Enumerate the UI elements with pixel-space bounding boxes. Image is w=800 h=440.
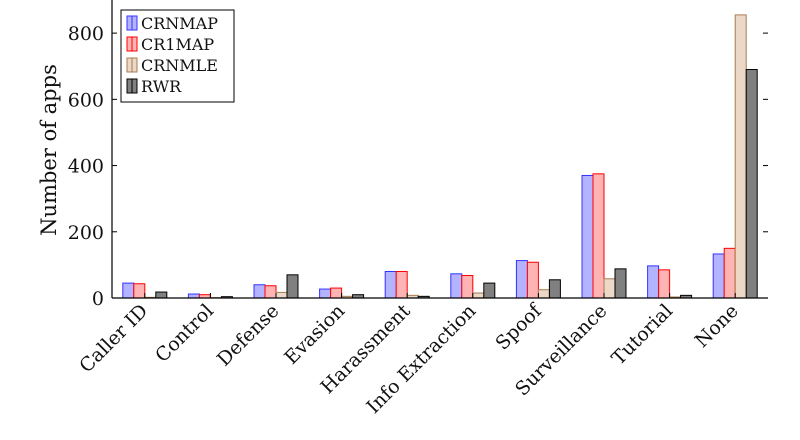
bar-rwr-spoof (548, 279, 561, 299)
y-tick-label: 800 (68, 23, 104, 45)
bar-cr1map-surveillance (592, 173, 605, 299)
bar-crnmle-surveillance (603, 278, 616, 299)
x-tick-label: None (691, 300, 743, 352)
bar-crnmle-info-extraction (472, 292, 485, 299)
bar-rwr-defense (286, 274, 299, 299)
bar-rwr-none (745, 69, 758, 299)
bar-cr1map-harassment (395, 271, 408, 299)
legend-box (120, 9, 235, 103)
legend-label: CRNMLE (141, 56, 218, 75)
y-tick-label: 200 (68, 222, 104, 244)
legend-swatch (126, 36, 133, 52)
x-tick-label: Defense (213, 300, 284, 371)
x-tick-labels: Caller IDControlDefenseEvasionHarassment… (75, 293, 743, 418)
bar-rwr-caller-id (155, 291, 168, 299)
bar-crnmap-evasion (319, 288, 332, 299)
legend-swatch (131, 15, 138, 31)
y-tick-label: 400 (68, 156, 104, 178)
legend-label: RWR (141, 77, 182, 96)
bar-crnmle-spoof (537, 289, 550, 299)
bar-crnmle-defense (275, 291, 288, 299)
legend-swatch (126, 15, 133, 31)
bar-crnmap-harassment (384, 271, 397, 299)
bar-cr1map-defense (264, 285, 277, 299)
bar-crnmap-tutorial (647, 265, 660, 299)
bar-crnmap-info-extraction (450, 273, 463, 299)
bars-layer (122, 14, 758, 299)
bar-crnmap-surveillance (581, 174, 594, 299)
x-tick-label: Evasion (280, 300, 349, 369)
bar-cr1map-spoof (526, 261, 539, 299)
bar-cr1map-evasion (330, 287, 343, 299)
bar-cr1map-caller-id (133, 283, 146, 299)
legend-label: CRNMAP (141, 14, 218, 33)
y-tick-label: 600 (68, 89, 104, 111)
legend-swatch (131, 78, 138, 94)
bar-cr1map-info-extraction (461, 274, 474, 299)
legend-swatch (126, 78, 133, 94)
legend: CRNMAP CR1MAP CRNMLE RWR (120, 9, 235, 103)
bar-cr1map-none (723, 247, 736, 299)
x-tick-label: Spoof (491, 299, 547, 355)
y-ticks: 0 200 400 600 800 (68, 23, 768, 310)
y-tick-label: 0 (92, 288, 104, 310)
bar-cr1map-tutorial (658, 269, 671, 299)
legend-label: CR1MAP (141, 35, 214, 54)
x-tick-label: Tutorial (607, 300, 677, 370)
legend-swatch (131, 36, 138, 52)
legend-swatch (126, 57, 133, 73)
bar-crnmap-caller-id (122, 282, 135, 299)
x-tick-label: Caller ID (75, 300, 152, 377)
bar-rwr-info-extraction (483, 282, 496, 299)
bar-crnmap-none (712, 253, 725, 299)
bar-rwr-surveillance (614, 268, 627, 299)
x-tick-label: Control (151, 300, 218, 367)
legend-swatch (131, 57, 138, 73)
bar-crnmap-spoof (515, 260, 528, 299)
bar-crnmle-none (734, 14, 747, 299)
x-tick-label: Info Extraction (362, 300, 480, 418)
y-axis-title: Number of apps (37, 64, 61, 236)
bar-crnmap-defense (253, 284, 266, 299)
